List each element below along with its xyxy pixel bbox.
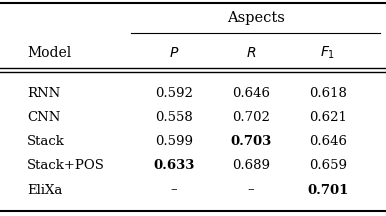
Text: Aspects: Aspects xyxy=(227,11,284,25)
Text: $P$: $P$ xyxy=(169,46,179,60)
Text: –: – xyxy=(170,184,177,197)
Text: 0.646: 0.646 xyxy=(232,87,270,100)
Text: EliXa: EliXa xyxy=(27,184,63,197)
Text: 0.702: 0.702 xyxy=(232,111,270,124)
Text: 0.633: 0.633 xyxy=(153,159,195,172)
Text: Stack+POS: Stack+POS xyxy=(27,159,105,172)
Text: 0.646: 0.646 xyxy=(309,135,347,148)
Text: 0.701: 0.701 xyxy=(307,184,349,197)
Text: 0.558: 0.558 xyxy=(155,111,193,124)
Text: 0.703: 0.703 xyxy=(230,135,271,148)
Text: CNN: CNN xyxy=(27,111,60,124)
Text: Model: Model xyxy=(27,46,71,60)
Text: $R$: $R$ xyxy=(246,46,256,60)
Text: $F_1$: $F_1$ xyxy=(320,45,336,61)
Text: 0.621: 0.621 xyxy=(309,111,347,124)
Text: Stack: Stack xyxy=(27,135,65,148)
Text: 0.592: 0.592 xyxy=(155,87,193,100)
Text: 0.599: 0.599 xyxy=(155,135,193,148)
Text: 0.618: 0.618 xyxy=(309,87,347,100)
Text: RNN: RNN xyxy=(27,87,60,100)
Text: 0.689: 0.689 xyxy=(232,159,270,172)
Text: –: – xyxy=(247,184,254,197)
Text: 0.659: 0.659 xyxy=(309,159,347,172)
